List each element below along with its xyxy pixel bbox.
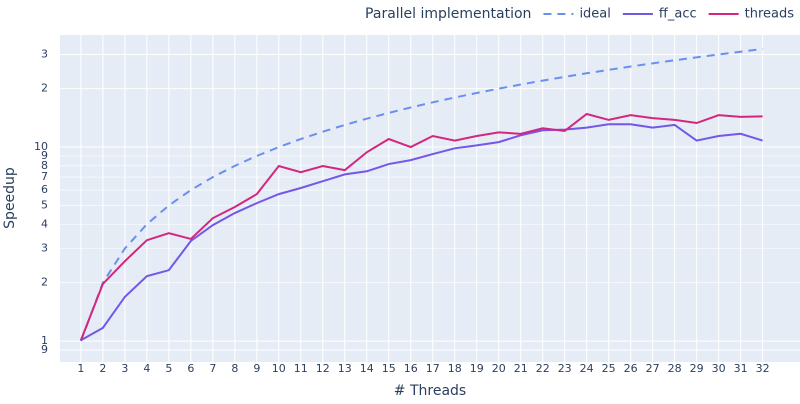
x-tick-label: 31 (734, 362, 748, 375)
x-tick-label: 28 (668, 362, 682, 375)
x-tick-label: 17 (426, 362, 440, 375)
x-tick-label: 18 (448, 362, 462, 375)
y-tick-label: 6 (41, 183, 48, 196)
x-tick-label: 4 (143, 362, 150, 375)
legend-title: Parallel implementation (365, 6, 531, 22)
x-tick-label: 16 (404, 362, 418, 375)
x-tick-label: 10 (272, 362, 286, 375)
x-tick-label: 22 (536, 362, 550, 375)
x-tick-label: 30 (712, 362, 726, 375)
x-axis-title: # Threads (394, 383, 466, 399)
x-tick-label: 5 (165, 362, 172, 375)
legend-label: threads (745, 7, 795, 22)
x-tick-label: 8 (231, 362, 238, 375)
plot-area (60, 35, 800, 362)
legend: threads ff_acc ideal Parallel implementatio… (365, 6, 794, 22)
lines (79, 48, 763, 342)
series-line (80, 123, 763, 342)
y-tick-label: 8 (41, 159, 48, 172)
x-tick-label: 20 (492, 362, 506, 375)
x-tick-label: 11 (294, 362, 308, 375)
y-tick-label: 1 (41, 334, 48, 347)
x-tick-label: 15 (382, 362, 396, 375)
y-tick-label: 7 (41, 170, 48, 183)
x-tick-label: 1 (77, 362, 84, 375)
x-tick-label: 21 (514, 362, 528, 375)
y-tick-label: 10 (34, 140, 48, 153)
x-tick-label: 32 (756, 362, 770, 375)
x-tick-label: 9 (253, 362, 260, 375)
legend-label: ff_acc (659, 7, 697, 22)
y-tick-label: 2 (41, 82, 48, 95)
x-tick-label: 29 (690, 362, 704, 375)
x-tick-label: 27 (646, 362, 660, 375)
y-tick-label: 2 (41, 276, 48, 289)
x-tick-label: 23 (558, 362, 572, 375)
x-tick-label: 6 (187, 362, 194, 375)
y-tick-label: 9 (41, 343, 48, 356)
y-axis-title: Speedup (2, 167, 18, 229)
x-tick-label: 24 (580, 362, 594, 375)
x-tick-label: 26 (624, 362, 638, 375)
x-tick-label: 7 (209, 362, 216, 375)
y-tick-label: 4 (41, 217, 48, 230)
x-tick-label: 12 (316, 362, 330, 375)
x-tick-label: 2 (99, 362, 106, 375)
y-tick-label: 5 (41, 198, 48, 211)
x-tick-label: 19 (470, 362, 484, 375)
series-line (79, 48, 763, 342)
x-tick-label: 25 (602, 362, 616, 375)
y-tick-label: 3 (41, 47, 48, 60)
x-tick-label: 3 (121, 362, 128, 375)
y-tick-label: 9 (41, 149, 48, 162)
y-tick-label: 3 (41, 241, 48, 254)
grid (60, 35, 800, 362)
x-tick-label: 13 (338, 362, 352, 375)
series-line (79, 112, 763, 341)
x-tick-label: 14 (360, 362, 374, 375)
legend-label: ideal (579, 7, 610, 22)
